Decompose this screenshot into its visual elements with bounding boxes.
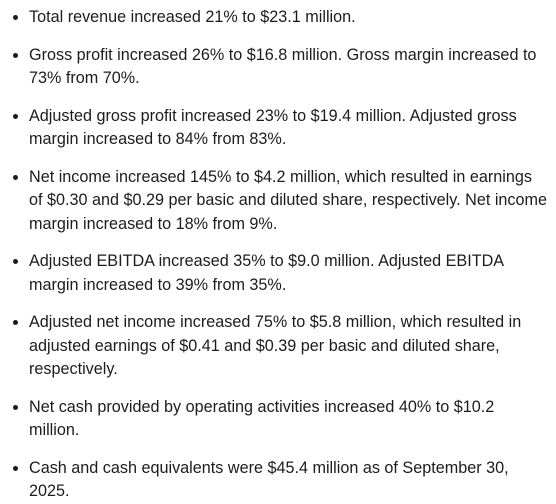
list-item: Cash and cash equivalents were $45.4 mil… (13, 457, 548, 504)
list-item: Adjusted EBITDA increased 35% to $9.0 mi… (13, 250, 548, 297)
list-item: Adjusted gross profit increased 23% to $… (13, 105, 548, 152)
list-item: Net income increased 145% to $4.2 millio… (13, 166, 548, 237)
list-item: Total revenue increased 21% to $23.1 mil… (13, 6, 548, 30)
bullet-icon (13, 52, 18, 58)
list-item-text: Net income increased 145% to $4.2 millio… (29, 167, 548, 233)
bullet-icon (13, 174, 18, 180)
bullet-icon (13, 113, 18, 119)
list-item-text: Gross profit increased 26% to $16.8 mill… (29, 45, 537, 88)
bullet-icon (13, 404, 18, 410)
list-item: Gross profit increased 26% to $16.8 mill… (13, 44, 548, 91)
list-item-text: Adjusted net income increased 75% to $5.… (29, 313, 522, 378)
bullet-icon (13, 320, 18, 325)
bullet-icon (13, 259, 18, 264)
bullet-icon (13, 15, 18, 20)
bullet-icon (13, 465, 18, 471)
list-item-text: Total revenue increased 21% to $23.1 mil… (29, 8, 356, 26)
list-item-text: Cash and cash equivalents were $45.4 mil… (29, 458, 509, 501)
list-item: Adjusted net income increased 75% to $5.… (13, 311, 548, 382)
list-item-text: Adjusted EBITDA increased 35% to $9.0 mi… (29, 252, 504, 294)
list-item-text: Adjusted gross profit increased 23% to $… (29, 106, 517, 149)
list-item: Net cash provided by operating activitie… (13, 396, 548, 443)
list-item-text: Net cash provided by operating activitie… (29, 397, 495, 440)
